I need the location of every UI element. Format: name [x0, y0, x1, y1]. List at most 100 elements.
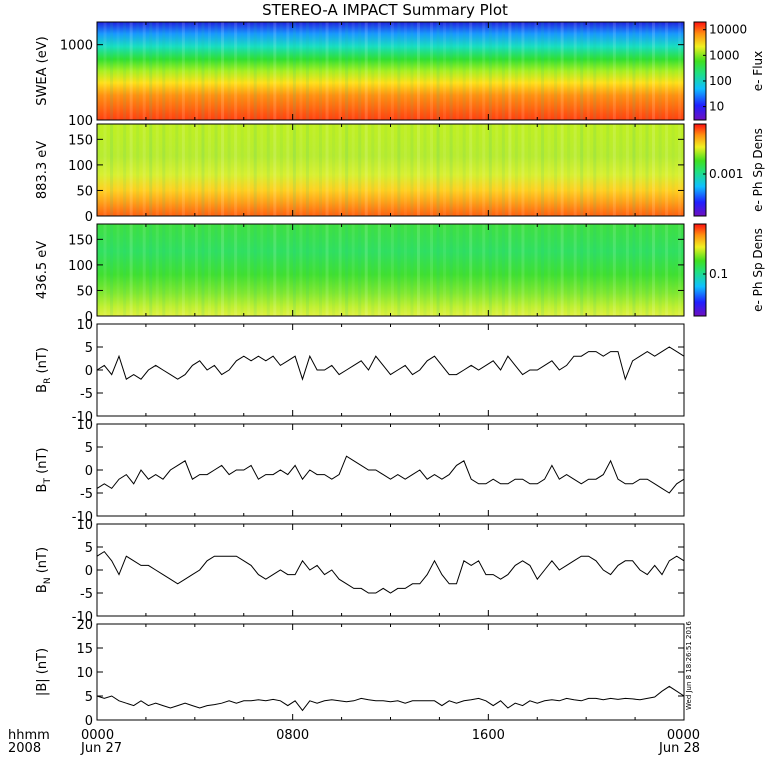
heatmap-texture [214, 124, 218, 216]
heatmap-texture [97, 224, 100, 316]
y-axis-label-unit: (nT) [35, 448, 50, 478]
heatmap-texture [142, 124, 146, 216]
heatmap-texture [554, 22, 558, 120]
heatmap-texture [665, 22, 669, 120]
heatmap-texture [234, 124, 238, 216]
heatmap-texture [514, 224, 518, 316]
heatmap-texture [547, 224, 551, 316]
heatmap-texture [390, 22, 394, 120]
y-axis-label-main: B [35, 484, 50, 493]
y-tick-label: 5 [85, 690, 93, 705]
heatmap-texture [619, 22, 623, 120]
y-tick-label: 0 [85, 210, 93, 225]
heatmap-texture [560, 124, 564, 216]
heatmap-texture [377, 124, 381, 216]
heatmap-texture [234, 224, 238, 316]
heatmap-texture [423, 22, 427, 120]
heatmap-texture [247, 224, 251, 316]
y-tick-label: 10 [76, 318, 93, 333]
heatmap-texture [501, 224, 505, 316]
heatmap-texture [482, 22, 486, 120]
panel-0: 10000 1000 100 10 e- Flux 100 1000 SWEA (eV) [35, 21, 765, 129]
heatmap-texture [201, 22, 205, 120]
heatmap-texture [521, 22, 525, 120]
heatmap-texture [181, 22, 185, 120]
heatmap-texture [136, 22, 140, 120]
y-axis-label: |B| (nT) [35, 648, 50, 696]
heatmap-texture [488, 224, 492, 316]
heatmap-texture [416, 124, 420, 216]
heatmap-texture [541, 224, 545, 316]
heatmap-texture [253, 22, 257, 120]
heatmap-texture [501, 22, 505, 120]
heatmap-texture [116, 224, 120, 316]
heatmap-texture [560, 22, 564, 120]
heatmap-texture [149, 224, 153, 316]
heatmap-texture [430, 22, 434, 120]
heatmap-texture [541, 22, 545, 120]
colorbar-tick-label: 0.001 [709, 167, 743, 181]
heatmap-texture [560, 224, 564, 316]
chart-title: STEREO-A IMPACT Summary Plot [262, 1, 508, 19]
heatmap-texture [606, 22, 610, 120]
heatmap-texture [260, 124, 264, 216]
y-axis-label: 436.5 eV [35, 241, 50, 299]
y-tick-label: 10 [76, 666, 93, 681]
heatmap-texture [527, 224, 531, 316]
heatmap-texture [123, 22, 127, 120]
heatmap-texture [678, 224, 682, 316]
heatmap-texture [449, 124, 453, 216]
heatmap-texture [658, 124, 662, 216]
heatmap-texture [351, 224, 355, 316]
heatmap-texture [312, 124, 316, 216]
heatmap-texture [586, 124, 590, 216]
heatmap-texture [136, 124, 140, 216]
heatmap-texture [103, 124, 107, 216]
colorbar-label: e- Ph Sp Dens [751, 128, 765, 212]
heatmap-texture [495, 22, 499, 120]
heatmap-texture [495, 224, 499, 316]
heatmap-texture [129, 224, 133, 316]
y-tick-label: -5 [80, 587, 93, 602]
y-tick-label: 1000 [60, 39, 93, 54]
heatmap-texture [554, 224, 558, 316]
heatmap-texture [292, 224, 296, 316]
heatmap-texture [110, 22, 114, 120]
panel-frame [96, 523, 685, 617]
colorbar-tick-label: 100 [709, 74, 732, 88]
heatmap-texture [266, 124, 270, 216]
heatmap-texture [162, 124, 166, 216]
heatmap-texture [599, 124, 603, 216]
heatmap-texture [227, 22, 231, 120]
heatmap-texture [194, 124, 198, 216]
heatmap-texture [469, 224, 473, 316]
heatmap-texture [299, 224, 303, 316]
heatmap-texture [527, 22, 531, 120]
heatmap-texture [240, 124, 244, 216]
heatmap-texture [188, 124, 192, 216]
heatmap-texture [521, 224, 525, 316]
heatmap-texture [221, 224, 225, 316]
heatmap-texture [149, 22, 153, 120]
heatmap-texture [312, 22, 316, 120]
heatmap-texture [632, 22, 636, 120]
heatmap-texture [305, 224, 309, 316]
heatmap-texture [149, 124, 153, 216]
heatmap-fill [97, 124, 684, 216]
heatmap-texture [319, 124, 323, 216]
heatmap-texture [253, 124, 257, 216]
heatmap-texture [612, 224, 616, 316]
heatmap-texture [469, 124, 473, 216]
y-axis-label-main: B [35, 384, 50, 393]
heatmap-texture [423, 224, 427, 316]
heatmap-texture [410, 22, 414, 120]
heatmap-texture [175, 22, 179, 120]
heatmap-texture [208, 224, 212, 316]
series-line [96, 455, 685, 494]
heatmap-texture [397, 22, 401, 120]
colorbar [693, 223, 707, 317]
heatmap-texture [469, 22, 473, 120]
heatmap-texture [632, 124, 636, 216]
y-tick-label: 5 [85, 541, 93, 556]
heatmap-texture [501, 124, 505, 216]
